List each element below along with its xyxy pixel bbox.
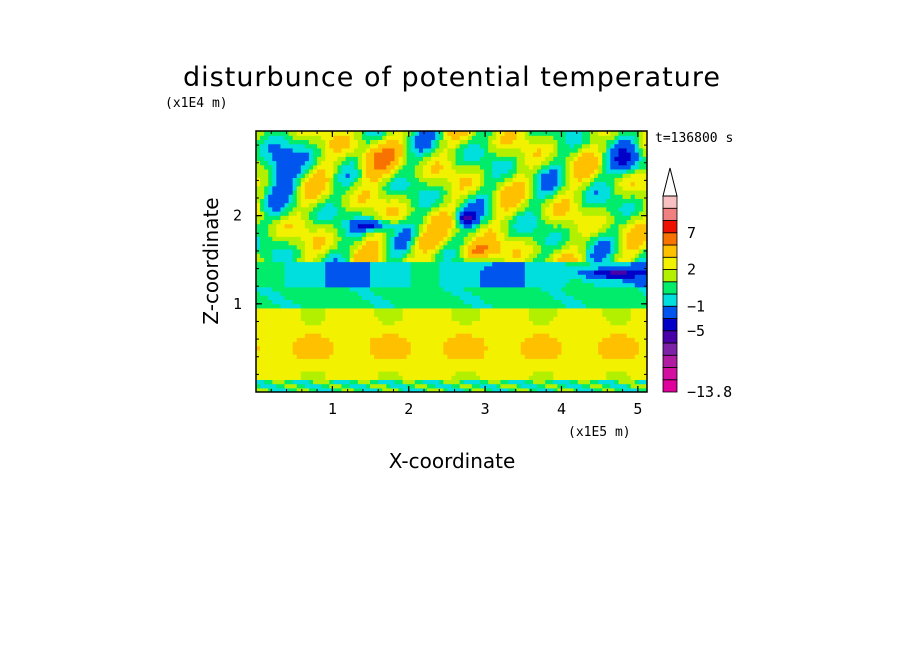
chart-title: disturbunce of potential temperature xyxy=(183,62,721,93)
y-axis: 12 xyxy=(233,144,647,375)
colorbar-segment xyxy=(662,293,678,307)
x-unit-label: (x1E5 m) xyxy=(568,425,631,440)
colorbar-label: 7 xyxy=(687,224,696,242)
x-axis-label: X-coordinate xyxy=(389,449,516,473)
colorbar-segment xyxy=(662,330,678,344)
colorbar-segment xyxy=(662,354,678,368)
colorbar-segment xyxy=(662,281,678,295)
colorbar-segment xyxy=(662,367,678,381)
y-tick-label: 2 xyxy=(233,207,242,225)
colorbar-segment xyxy=(662,305,678,319)
colorbar-segment xyxy=(662,232,678,246)
colorbar-segment xyxy=(662,342,678,356)
colorbar-label: −13.8 xyxy=(687,383,732,401)
colorbar-segment xyxy=(662,207,678,221)
colorbar-extend-arrow xyxy=(662,167,678,197)
x-tick-label: 3 xyxy=(481,400,490,418)
colorbar-label: −1 xyxy=(687,297,705,315)
y-axis-label: Z-coordinate xyxy=(199,197,223,324)
colorbar-segment xyxy=(662,220,678,234)
colorbar-segment xyxy=(662,256,678,270)
x-tick-label: 4 xyxy=(557,400,566,418)
colorbar-segment xyxy=(662,269,678,283)
y-tick-label: 1 xyxy=(233,295,242,313)
x-axis: 1 2 3 4 5 xyxy=(270,131,642,418)
time-label: t=136800 s xyxy=(655,131,733,146)
y-unit-label: (x1E4 m) xyxy=(165,96,228,111)
colorbar-segment xyxy=(662,195,678,209)
colorbar-segment xyxy=(662,318,678,332)
colorbar-segment xyxy=(662,379,678,393)
colorbar-segment xyxy=(662,244,678,258)
x-tick-label: 5 xyxy=(633,400,642,418)
x-tick-label: 1 xyxy=(328,400,337,418)
contour-field xyxy=(256,131,647,392)
colorbar: 7 2 −1 −5 −13.8 xyxy=(662,167,732,401)
plot-frame xyxy=(255,130,648,393)
x-tick-label: 2 xyxy=(404,400,413,418)
colorbar-label: 2 xyxy=(687,261,696,279)
colorbar-label: −5 xyxy=(687,322,705,340)
